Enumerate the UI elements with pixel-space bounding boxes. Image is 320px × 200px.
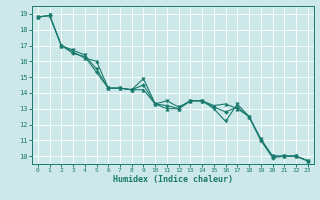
X-axis label: Humidex (Indice chaleur): Humidex (Indice chaleur) [113,175,233,184]
